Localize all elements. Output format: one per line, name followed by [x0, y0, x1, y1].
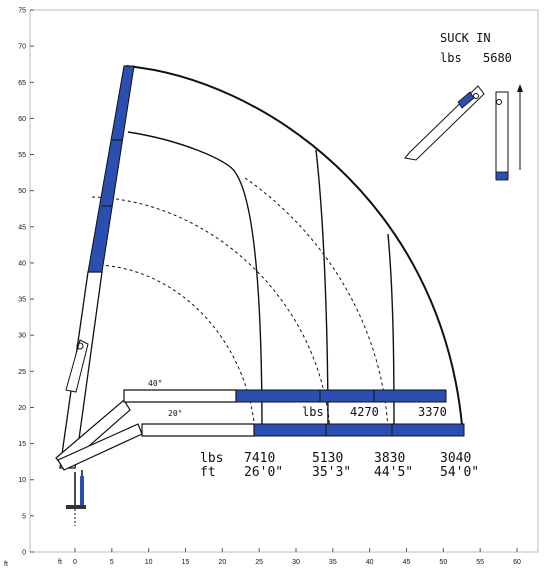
y-tick-label: 40: [18, 260, 26, 267]
y-tick-label: 45: [18, 224, 26, 231]
upper-row-value-1: 4270: [350, 405, 379, 419]
lower-ft-2: 35'3": [312, 465, 351, 480]
y-tick-label: 25: [18, 369, 26, 376]
x-axis-ticks: ft05101520253035404550556065: [58, 548, 521, 566]
upper-row-value-2: 3370: [418, 405, 447, 419]
jib-20-base: [141, 423, 255, 437]
lower-ft-unit: ft: [200, 465, 216, 480]
y-tick-label: 30: [18, 333, 26, 340]
x-tick-label: 50: [439, 559, 447, 566]
x-tick-label: 5: [110, 559, 114, 566]
inset-unit: lbs: [440, 51, 462, 65]
mast-base: [66, 505, 86, 509]
envelope-curve-1: [127, 131, 263, 433]
lower-ft-3: 44'5": [374, 465, 413, 480]
jib-40-base: [123, 389, 237, 403]
jib-20-blue: [253, 423, 465, 437]
chart-frame: [29, 9, 539, 553]
x-tick-label: 20: [218, 559, 226, 566]
angle-20-label: 20°: [168, 409, 182, 418]
lower-lbs-3: 3830: [374, 451, 405, 466]
inset-crane-drawing: [404, 84, 523, 181]
y-tick-label: 0: [22, 550, 26, 557]
y-tick-label: 5: [22, 513, 26, 520]
mast-blue: [80, 476, 84, 506]
y-tick-label: 35: [18, 297, 26, 304]
x-tick-label: 15: [182, 559, 190, 566]
x-tick-label: 30: [292, 559, 300, 566]
inset-value: 5680: [483, 51, 512, 65]
x-tick-label: 35: [329, 559, 337, 566]
y-tick-label: 10: [18, 477, 26, 484]
dashed-arc-2: [91, 196, 331, 431]
y-tick-label: 50: [18, 188, 26, 195]
y-tick-label: 15: [18, 441, 26, 448]
lower-lbs-1: 7410: [244, 451, 275, 466]
y-tick-label: 55: [18, 152, 26, 159]
x-tick-label: 60: [513, 559, 521, 566]
y-tick-label: 60: [18, 116, 26, 123]
y-tick-label: 20: [18, 405, 26, 412]
y-axis-ticks: 0 5 10 15 20 25 30 35 40 45 50 55 60 65 70 75: [18, 8, 34, 557]
y-axis-unit: ft: [4, 561, 8, 568]
lower-lbs-2: 5130: [312, 451, 343, 466]
inset-title: SUCK IN: [440, 31, 491, 45]
lower-ft-4: 54'0": [440, 465, 479, 480]
x-tick-label: 55: [476, 559, 484, 566]
y-tick-label: 65: [18, 80, 26, 87]
boom-pivot: [76, 342, 84, 350]
x-tick-label: 40: [366, 559, 374, 566]
x-tick-label: ft: [58, 559, 62, 566]
angle-40-label: 40°: [148, 379, 162, 388]
outer-envelope-curve: [125, 65, 463, 426]
dashed-arc-3: [244, 177, 389, 431]
envelope-curve-3: [387, 233, 395, 433]
lower-lbs-4: 3040: [440, 451, 471, 466]
upper-row-unit: lbs: [302, 405, 324, 419]
boom-cylinder: [65, 339, 89, 393]
y-tick-label: 75: [18, 8, 26, 15]
lower-ft-1: 26'0": [244, 465, 283, 480]
lower-lbs-unit: lbs: [200, 451, 223, 466]
jib-40-blue: [235, 389, 447, 403]
x-tick-label: 0: [73, 559, 77, 566]
x-tick-label: 25: [255, 559, 263, 566]
main-boom-blue: [87, 65, 135, 273]
x-tick-label: 10: [145, 559, 153, 566]
y-tick-label: 70: [18, 44, 26, 51]
x-tick-label: 45: [403, 559, 411, 566]
